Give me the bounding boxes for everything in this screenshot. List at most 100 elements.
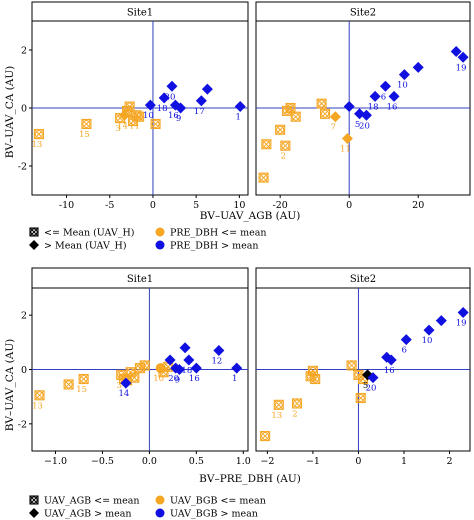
marker-diamond — [341, 132, 353, 144]
panel-strip-label: Site2 — [350, 8, 376, 19]
marker-ring — [64, 380, 73, 389]
legend-label: UAV_BGB <= mean — [170, 496, 266, 507]
x-tick-label: 10 — [233, 200, 245, 211]
data-point-label: 20 — [168, 374, 179, 384]
data-point — [423, 324, 435, 336]
legend-item: UAV_AGB <= mean — [29, 495, 140, 507]
data-point-label: 9 — [175, 376, 180, 386]
x-tick-label: -5 — [105, 200, 114, 211]
data-point — [273, 399, 284, 410]
legend-item: > Mean (UAV_H) — [29, 240, 127, 252]
data-point — [261, 139, 272, 150]
marker-cross-b — [280, 140, 291, 151]
legend-key — [155, 495, 165, 505]
data-point-label: 18 — [157, 104, 168, 114]
data-point — [139, 360, 150, 371]
marker-box — [319, 108, 331, 119]
data-point-label: 6 — [402, 346, 407, 356]
data-point-label: 3 — [117, 381, 122, 391]
marker-diamond — [329, 111, 341, 123]
marker-diamond — [385, 354, 397, 366]
marker-box — [33, 129, 44, 140]
marker-box — [124, 101, 135, 112]
data-point — [34, 390, 45, 401]
data-point-label: 1 — [236, 113, 241, 123]
data-point — [341, 132, 353, 144]
marker-cross-b — [285, 103, 296, 113]
marker-ring — [259, 173, 268, 182]
legend-item: UAV_BGB <= mean — [155, 495, 266, 507]
data-point-label: 18 — [181, 366, 192, 376]
data-point — [155, 363, 166, 374]
marker-dot — [155, 495, 165, 505]
marker-box — [307, 365, 318, 376]
x-tick-label: 0 — [346, 200, 352, 211]
data-point-label: 17 — [194, 107, 205, 117]
marker-ring — [317, 99, 326, 108]
marker-cross-b — [124, 101, 135, 112]
marker-cross-b — [78, 374, 89, 384]
data-point — [379, 80, 391, 92]
marker-ring — [276, 125, 285, 134]
data-point — [144, 99, 156, 111]
marker-cross-b — [260, 431, 270, 441]
data-point — [134, 111, 145, 122]
marker-cross-b — [150, 119, 161, 129]
marker-diamond — [144, 99, 156, 111]
data-point — [33, 129, 44, 140]
x-tick-label: -20 — [273, 200, 288, 211]
data-point-label: 2 — [292, 409, 297, 419]
top-chart: BV–UAV_CA (AU) BV–UAV_AGB (AU) Site1-202… — [4, 1, 471, 252]
marker-dot — [155, 240, 165, 250]
marker-cross-b — [34, 390, 45, 401]
data-point-label: 10 — [153, 374, 164, 384]
legend-item: UAV_AGB > mean — [29, 508, 132, 520]
data-point — [398, 69, 410, 81]
data-point — [120, 377, 132, 389]
marker-box — [291, 398, 303, 409]
data-point — [385, 354, 397, 366]
data-point — [290, 111, 301, 122]
data-point — [346, 360, 357, 371]
marker-cross-b — [355, 393, 366, 403]
marker-ring — [30, 228, 38, 236]
x-tick-label: 0.5 — [189, 456, 204, 467]
top-y-axis-label: BV–UAV_CA (AU) — [4, 66, 16, 159]
marker-ring — [262, 140, 271, 149]
marker-diamond — [457, 306, 469, 318]
marker-diamond — [231, 362, 243, 374]
marker-box — [355, 392, 366, 404]
data-point-label: 16 — [384, 366, 395, 376]
x-tick-label: 1 — [401, 456, 407, 467]
legend-label: PRE_DBH > mean — [170, 241, 259, 252]
data-point-label: 11 — [340, 144, 351, 154]
data-point — [201, 83, 213, 95]
bottom-chart: BV–UAV_CA (AU) BV–PRE_DBH (AU) Site1 -2 0 2… — [4, 267, 471, 520]
legend-item: PRE_DBH <= mean — [155, 227, 266, 239]
data-point-label: 7 — [331, 123, 336, 133]
x-tick-label: 5 — [193, 200, 199, 211]
data-point — [124, 101, 135, 112]
marker-ring — [135, 112, 144, 121]
data-point-label: 13 — [32, 401, 43, 411]
data-point — [129, 372, 140, 383]
marker-ring — [292, 399, 301, 408]
panel-strip-label: Site1 — [127, 8, 153, 19]
marker-box — [81, 118, 92, 129]
data-point — [213, 344, 225, 356]
data-point — [316, 98, 327, 109]
legend-label: UAV_AGB <= mean — [44, 496, 140, 507]
bottom-y-axis-label: BV–UAV_CA (AU) — [4, 339, 16, 432]
x-tick-label: −1 — [306, 456, 320, 467]
marker-cross-b — [125, 367, 136, 378]
x-tick-label: −2 — [260, 456, 274, 467]
data-point-label: 10 — [143, 111, 154, 121]
legend-item: PRE_DBH > mean — [155, 240, 259, 252]
top-legend: <= Mean (UAV_H) > Mean (UAV_H) PRE_DBH <= … — [29, 227, 266, 252]
data-point-label: 19 — [456, 318, 467, 328]
data-point-label: 12 — [122, 113, 133, 123]
marker-box — [34, 390, 45, 401]
marker-ring — [35, 391, 44, 400]
marker-ring — [311, 374, 320, 384]
